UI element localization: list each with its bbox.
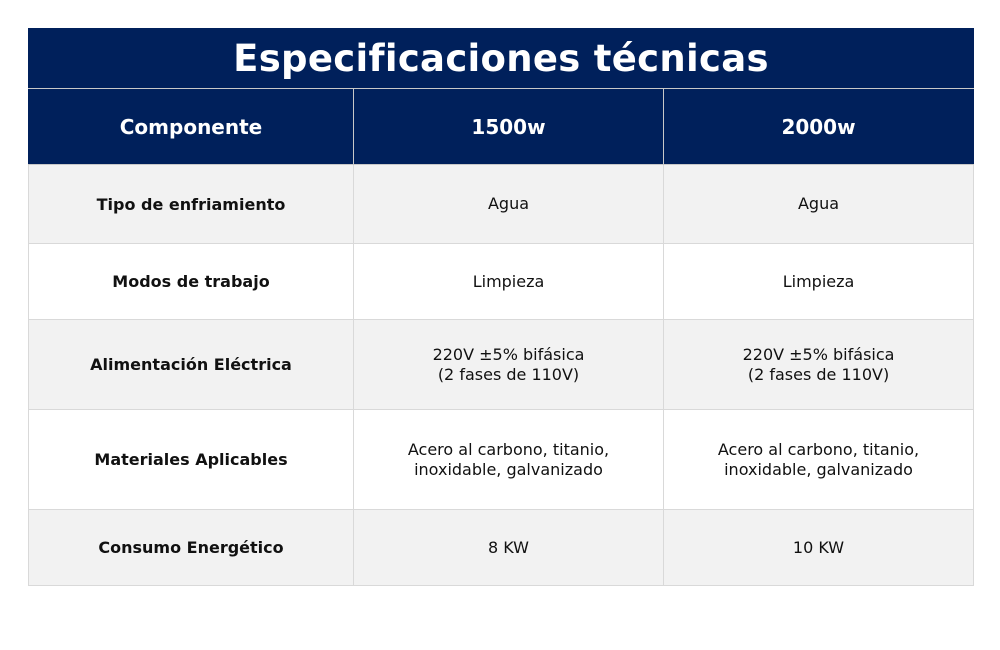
cell-text: 8 KW xyxy=(487,537,529,557)
cell-2000w-energy: 10 KW xyxy=(662,509,975,586)
header-1500w: 1500w xyxy=(353,88,664,165)
table-row: Consumo Energético 8 KW 10 KW xyxy=(28,509,975,586)
cell-text: Limpieza xyxy=(782,271,855,291)
cell-1500w-materials: Acero al carbono, titanio, inoxidable, g… xyxy=(353,409,664,510)
cell-line: Acero al carbono, titanio, xyxy=(717,439,920,459)
cell-2000w-work-modes: Limpieza xyxy=(662,243,975,320)
row-label-power-supply: Alimentación Eléctrica xyxy=(28,319,354,410)
cell-line: 220V ±5% bifásica xyxy=(742,344,895,364)
row-label-materials: Materiales Aplicables xyxy=(28,409,354,510)
cell-1500w-power-supply: 220V ±5% bifásica (2 fases de 110V) xyxy=(353,319,664,410)
cell-text: 10 KW xyxy=(792,537,845,557)
cell-line: (2 fases de 110V) xyxy=(747,364,890,384)
specifications-table: Especificaciones técnicas Componente 150… xyxy=(27,28,975,586)
cell-line: (2 fases de 110V) xyxy=(437,364,580,384)
cell-text: Agua xyxy=(797,194,840,213)
cell-1500w-energy: 8 KW xyxy=(353,509,664,586)
cell-line: inoxidable, galvanizado xyxy=(724,459,913,479)
table-row: Tipo de enfriamiento Agua Agua xyxy=(28,164,975,244)
table-row: Materiales Aplicables Acero al carbono, … xyxy=(28,409,975,510)
table-row: Modos de trabajo Limpieza Limpieza xyxy=(28,243,975,320)
title-row: Especificaciones técnicas xyxy=(27,28,975,89)
cell-line: inoxidable, galvanizado xyxy=(414,459,603,479)
header-row: Componente 1500w 2000w xyxy=(28,88,975,165)
row-label-cooling: Tipo de enfriamiento xyxy=(28,164,354,244)
row-label-energy: Consumo Energético xyxy=(28,509,354,586)
cell-2000w-materials: Acero al carbono, titanio, inoxidable, g… xyxy=(662,409,975,510)
header-componente: Componente xyxy=(28,88,354,165)
header-2000w: 2000w xyxy=(662,88,975,165)
row-label-work-modes: Modos de trabajo xyxy=(28,243,354,320)
cell-2000w-cooling: Agua xyxy=(662,164,975,244)
cell-2000w-power-supply: 220V ±5% bifásica (2 fases de 110V) xyxy=(662,319,975,410)
cell-text: Limpieza xyxy=(472,271,545,291)
cell-1500w-cooling: Agua xyxy=(353,164,664,244)
table-row: Alimentación Eléctrica 220V ±5% bifásica… xyxy=(28,319,975,410)
cell-line: 220V ±5% bifásica xyxy=(432,344,585,364)
cell-line: Acero al carbono, titanio, xyxy=(407,439,610,459)
cell-text: Agua xyxy=(487,194,530,213)
table-title: Especificaciones técnicas xyxy=(27,28,975,89)
cell-1500w-work-modes: Limpieza xyxy=(353,243,664,320)
